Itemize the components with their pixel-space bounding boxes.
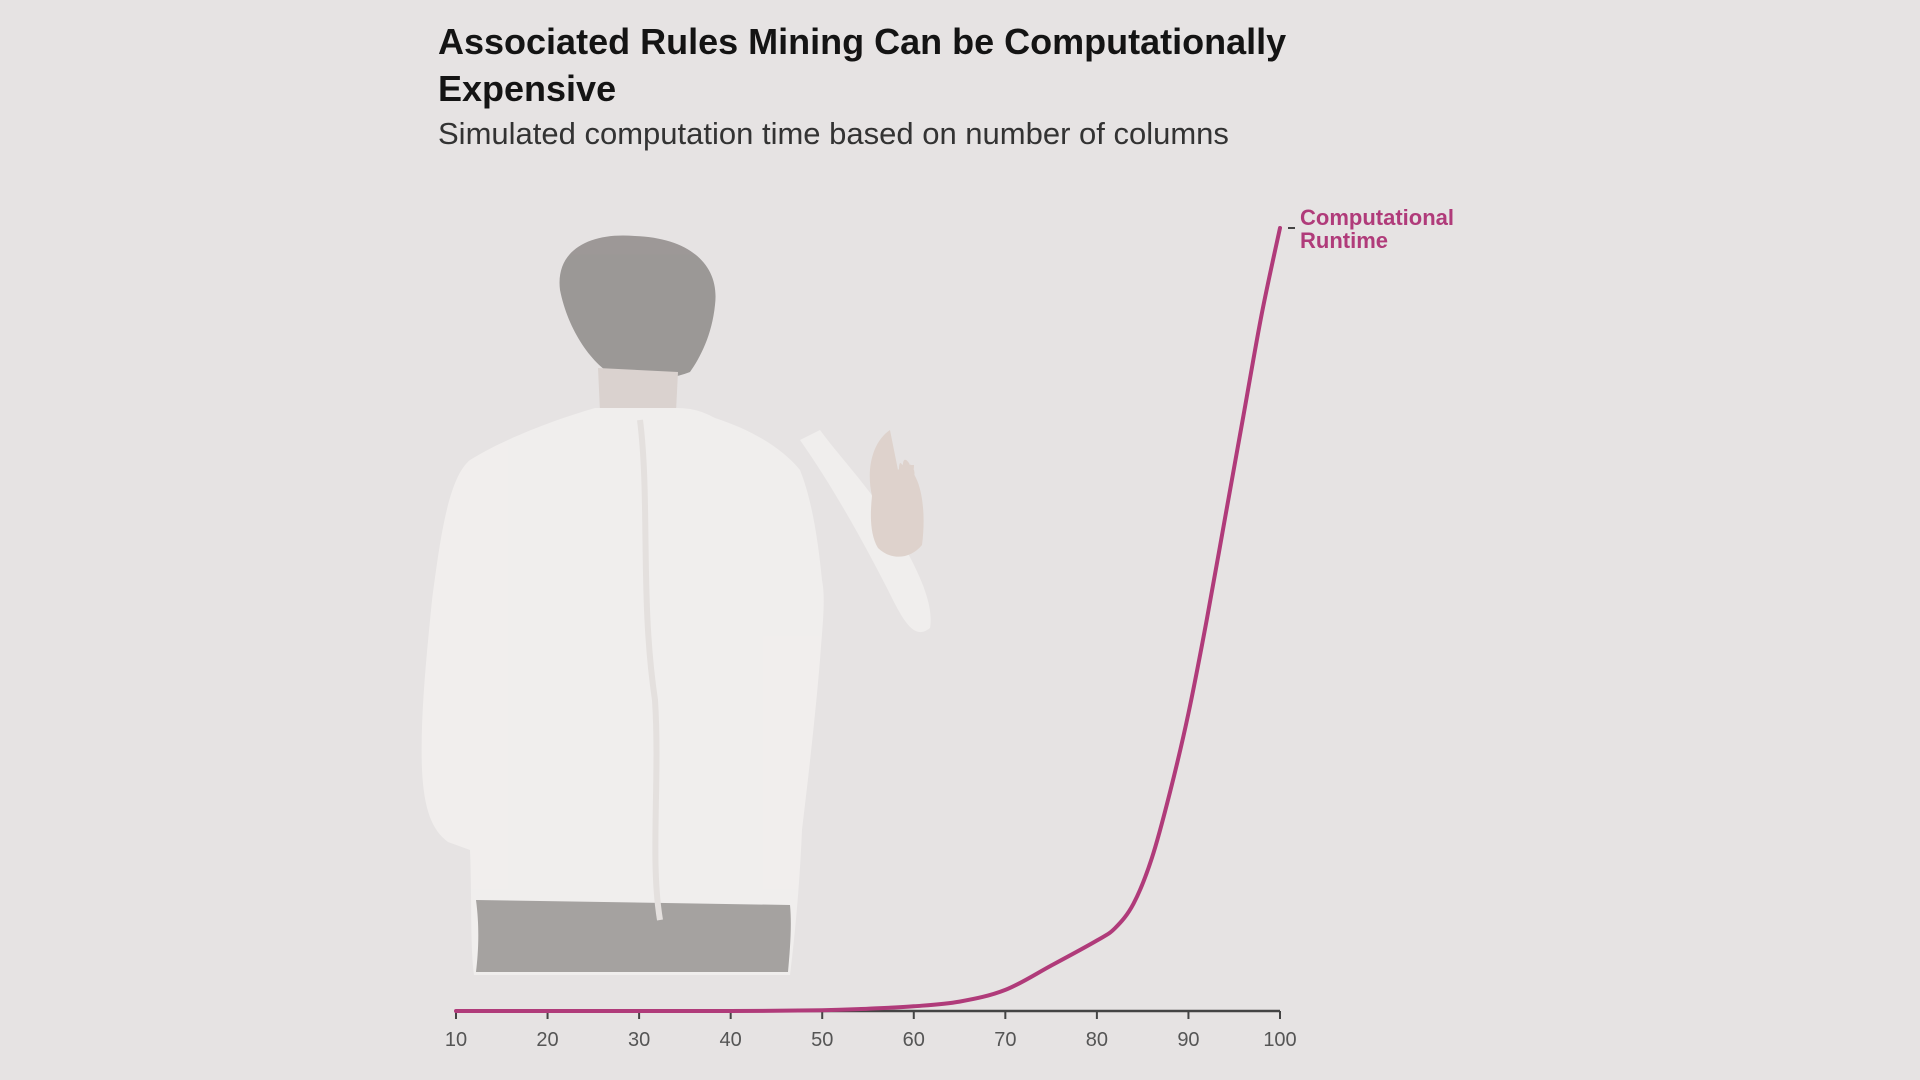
x-tick-label: 80 [1086,1029,1108,1051]
figure-hair [559,235,716,380]
figure-pointing-hand [869,430,924,557]
figure-pointer [902,462,915,500]
x-tick-label: 90 [1177,1029,1199,1051]
series-label: Computational Runtime [1300,205,1460,253]
x-tick-label: 70 [994,1029,1016,1051]
figure-shirt-shading [637,419,663,921]
chart-subtitle: Simulated computation time based on numb… [438,116,1229,151]
person-pointing-illustration [421,235,931,975]
series-line-computational-runtime [454,226,1282,1014]
figure-trousers [476,900,791,972]
chart-title: Associated Rules Mining Can be Computati… [438,21,1287,109]
figure-arm-sleeve [800,430,931,633]
figure-neck [598,368,678,412]
x-tick-label: 30 [628,1029,650,1051]
series-label-line-1: Computational [1300,205,1454,230]
x-axis-ticks: 10 20 30 40 50 60 70 80 90 100 [445,1011,1297,1051]
figure-torso-shirt [421,408,824,975]
series-label-line-2: Runtime [1300,228,1388,253]
x-tick-label: 50 [811,1029,833,1051]
x-tick-label: 10 [445,1029,467,1051]
x-tick-label: 20 [536,1029,558,1051]
x-tick-label: 100 [1263,1029,1296,1051]
x-tick-label: 40 [720,1029,742,1051]
x-tick-label: 60 [903,1029,925,1051]
